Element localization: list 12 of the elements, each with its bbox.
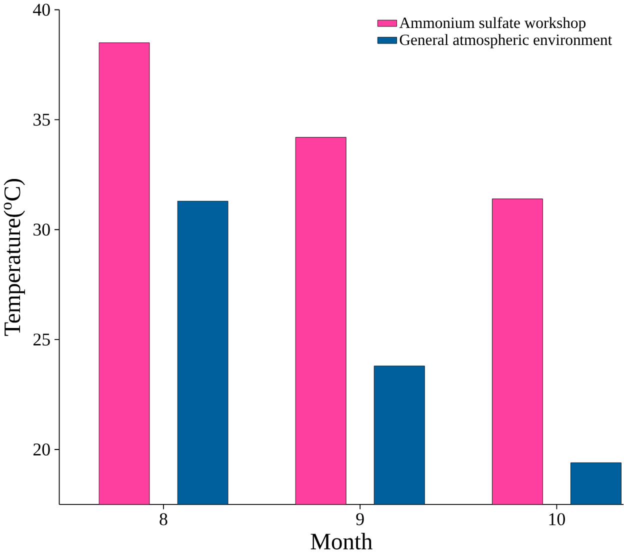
y-tick-label: 20 [33, 443, 50, 456]
x-tick-label: 10 [549, 513, 565, 526]
legend-label: Ammonium sulfate workshop [399, 16, 586, 32]
y-tick-label: 35 [34, 114, 50, 126]
x-tick-label: 9 [356, 513, 364, 526]
y-tick-label: 40 [33, 4, 50, 16]
y-tick-label: 30 [34, 224, 50, 236]
y-tick-label: 25 [33, 333, 50, 346]
y-axis-title: Temperature($^{o}$C) [4, 178, 26, 336]
x-axis-title: Month [310, 532, 372, 550]
legend-label: General atmospheric environment [400, 34, 612, 48]
x-tick-label: 8 [160, 513, 168, 526]
